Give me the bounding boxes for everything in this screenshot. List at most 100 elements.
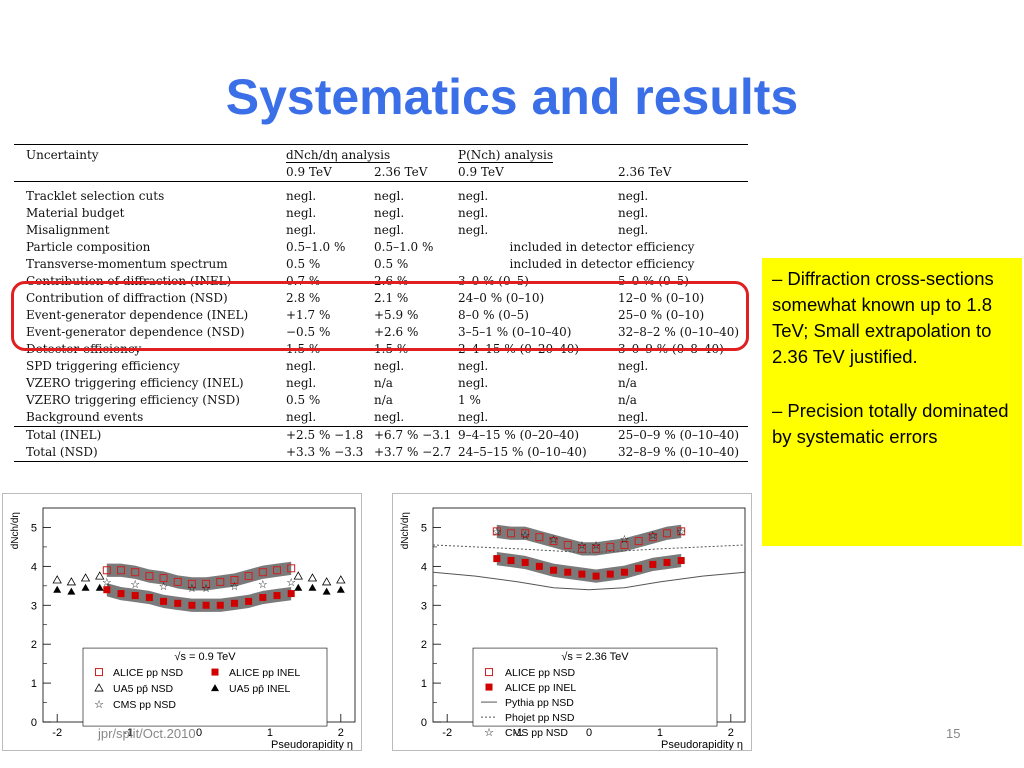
table-cell: negl. (616, 409, 748, 427)
data-point-ua5-pp-inel (336, 585, 345, 593)
series-line-pythia-pp-nsd (432, 571, 746, 591)
data-point-ua5-pp-inel (81, 583, 90, 591)
data-point-alice-pp-nsd (535, 533, 544, 542)
y-tick-label: 0 (421, 717, 427, 729)
row-label: Total (INEL) (26, 428, 102, 442)
table-cell: 12–0 % (0–10) (618, 291, 705, 305)
x-tick-label: 2 (338, 727, 344, 739)
data-point-alice-pp-inel (145, 593, 153, 601)
x-tick-label: -1 (513, 727, 523, 739)
table-cell: negl. (458, 359, 489, 373)
row-label: VZERO triggering efficiency (NSD) (26, 393, 240, 407)
table-cell: +1.7 % (286, 308, 331, 322)
data-point-alice-pp-inel (677, 557, 685, 565)
table-cell: +3.3 % −3.3 (284, 444, 372, 462)
data-point-ua5-pp-nsd (52, 575, 62, 584)
data-point-alice-pp-nsd (549, 537, 558, 546)
data-point-alice-pp-inel (216, 601, 224, 609)
data-point-ua5-pp-nsd (321, 577, 332, 586)
data-point-alice-pp-inel (620, 568, 628, 576)
data-point-alice-pp-inel (117, 590, 125, 598)
data-point-alice-pp-nsd (173, 577, 182, 586)
table-cell: 25–0 % (0–10) (618, 308, 705, 322)
x-tick-label: -2 (52, 727, 62, 739)
data-point-alice-pp-inel (521, 558, 529, 566)
table-cell: 8–0 % (0–5) (458, 308, 529, 322)
callout-box: – Diffraction cross-sections somewhat kn… (762, 258, 1022, 546)
legend-box (82, 647, 328, 727)
data-point-alice-pp-nsd (258, 568, 267, 577)
table-cell: negl. (456, 409, 616, 427)
y-tick-label: 2 (421, 639, 427, 651)
data-point-cms-pp-nsd: ☆ (187, 582, 197, 595)
header-uncertainty: Uncertainty (14, 144, 284, 164)
data-point-alice-pp-nsd (187, 579, 196, 588)
y-tick-label: 0 (31, 717, 37, 729)
footer-source: jpr/split/Oct.2010 (98, 726, 196, 741)
systematic-band (496, 524, 682, 556)
systematics-table: Uncertainty dNch/dη analysis P(Nch) anal… (14, 144, 748, 462)
data-point-cms-pp-nsd: ☆ (549, 533, 559, 546)
legend-label: ALICE pp INEL (229, 667, 300, 679)
data-point-alice-pp-nsd (230, 575, 239, 584)
data-point-alice-pp-nsd (592, 544, 601, 553)
legend-label: UA5 pp̄ NSD (113, 683, 174, 695)
table-cell: 2.1 % (374, 291, 409, 305)
data-point-alice-pp-nsd (492, 527, 501, 536)
data-point-alice-pp-nsd (216, 577, 225, 586)
table-cell: negl. (284, 409, 372, 427)
x-tick-label: 1 (657, 727, 663, 739)
data-point-cms-pp-nsd: ☆ (102, 576, 112, 589)
data-point-cms-pp-nsd: ☆ (591, 539, 601, 552)
data-point-alice-pp-inel (230, 599, 238, 607)
table-row: Misalignment negl. negl. negl. negl. (14, 222, 748, 239)
data-point-alice-pp-inel (578, 570, 586, 578)
y-tick-label: 1 (421, 678, 427, 690)
x-tick-label: 0 (586, 727, 592, 739)
y-tick-label: 4 (421, 561, 427, 573)
table-cell: negl. (374, 206, 405, 220)
systematic-band (106, 561, 292, 591)
data-point-ua5-pp-inel (53, 585, 62, 593)
table-cell: 32–8–2 % (0–10–40) (618, 325, 740, 339)
legend-marker (94, 683, 104, 692)
table-cell: 0.5 % (374, 257, 409, 271)
data-point-alice-pp-inel (564, 568, 572, 576)
table-cell: n/a (618, 393, 637, 407)
data-point-ua5-pp-nsd (95, 571, 105, 580)
data-point-alice-pp-nsd (244, 572, 253, 581)
data-point-cms-pp-nsd: ☆ (620, 533, 630, 546)
table-cell: n/a (374, 393, 393, 407)
y-axis-label: dNch/dη (400, 512, 411, 549)
data-point-alice-pp-inel (635, 564, 643, 572)
legend-label: ALICE pp NSD (505, 667, 575, 679)
data-point-alice-pp-inel (649, 560, 657, 568)
table-cell: +2.5 % −1.8 (286, 428, 364, 442)
table-row: Contribution of diffraction (NSD) 2.8 % 2.… (14, 290, 748, 307)
table-cell: 9–4–15 % (0–20–40) (458, 428, 580, 442)
data-point-cms-pp-nsd: ☆ (648, 529, 658, 542)
legend-title: √s = 2.36 TeV (561, 651, 629, 663)
table-cell: negl. (458, 223, 489, 237)
table-cell: negl. (286, 189, 317, 203)
table-cell: 0.5 % (286, 393, 321, 407)
data-point-cms-pp-nsd: ☆ (230, 580, 240, 593)
table-cell: 24–5–15 % (0–10–40) (456, 444, 616, 462)
plot-0p9tev: 0 1 2 3 4 5 -2 -1 0 1 2 Pseudorapidity η dNch/dη ☆ ☆ ☆ ☆… (2, 493, 362, 751)
data-point-cms-pp-nsd: ☆ (577, 539, 587, 552)
data-point-alice-pp-inel (550, 566, 558, 574)
table-cell: negl. (372, 409, 456, 427)
data-point-alice-pp-inel (131, 592, 139, 600)
header-group-dndeta-label: dNch/dη analysis (286, 148, 391, 163)
data-point-alice-pp-nsd (145, 572, 154, 581)
data-point-cms-pp-nsd: ☆ (201, 582, 211, 595)
data-point-alice-pp-inel (202, 601, 210, 609)
legend-marker: ☆ (484, 726, 494, 739)
table-cell: negl. (618, 189, 649, 203)
header-group-pnch-label: P(Nch) analysis (458, 148, 554, 163)
table-cell: negl. (286, 223, 317, 237)
data-point-cms-pp-nsd: ☆ (130, 578, 140, 591)
data-point-alice-pp-inel (273, 592, 281, 600)
